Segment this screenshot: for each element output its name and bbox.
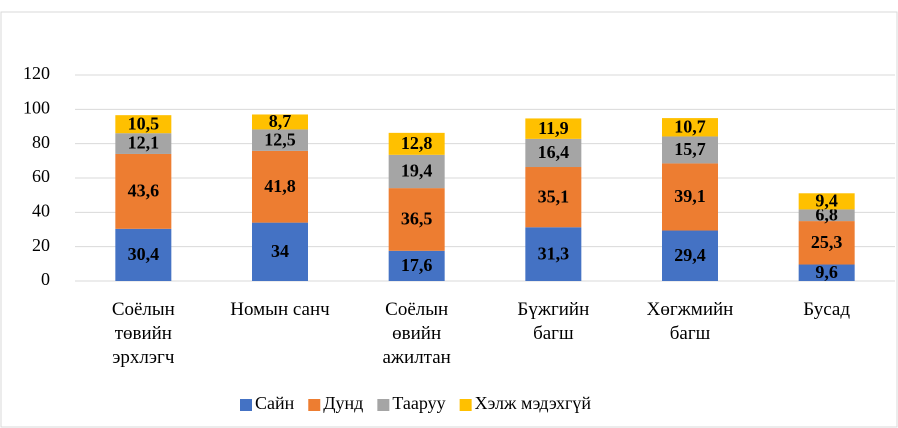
data-label: 8,7 [269, 111, 292, 131]
data-label: 34 [271, 241, 289, 261]
data-label: 41,8 [264, 176, 296, 196]
y-tick-label: 80 [32, 132, 50, 152]
data-label: 36,5 [401, 209, 433, 229]
bar-segment [252, 129, 308, 151]
x-tick-label: Номын санч [230, 299, 330, 320]
data-label: 10,5 [128, 113, 160, 133]
bar-segment [662, 118, 718, 137]
bar-segment [388, 188, 445, 251]
bar-segment [252, 222, 308, 281]
data-label: 30,4 [128, 244, 160, 264]
legend-label: Сайн [255, 393, 295, 413]
data-label: 12,1 [128, 133, 160, 153]
y-tick-label: 0 [41, 269, 50, 289]
bar-segment [798, 221, 855, 265]
y-tick-label: 100 [23, 97, 50, 117]
bar-segment [662, 230, 718, 281]
y-tick-label: 120 [23, 63, 50, 83]
bar-segment [388, 132, 445, 155]
legend-swatch [240, 399, 252, 411]
bar-segment [115, 228, 172, 281]
bar-segment [525, 167, 582, 228]
bar-segment [798, 209, 855, 222]
bar-segment [798, 264, 855, 281]
data-label: 12,5 [264, 129, 296, 149]
bar-segment [115, 153, 172, 229]
data-label: 16,4 [538, 142, 570, 162]
data-label: 15,7 [674, 139, 706, 159]
data-label: 9,4 [815, 190, 838, 210]
legend-label: Хэлж мэдэхгүй [475, 393, 592, 413]
legend-swatch [377, 399, 390, 411]
data-label: 43,6 [128, 181, 160, 201]
bar-segment [115, 133, 172, 154]
data-label: 19,4 [401, 161, 433, 181]
bar-segment [525, 138, 582, 168]
data-label: 29,4 [674, 245, 706, 265]
bar-segment [798, 193, 855, 210]
data-label: 12,8 [401, 133, 433, 153]
bar-segment [252, 150, 308, 223]
bar-segment [525, 118, 582, 139]
y-tick-label: 20 [32, 235, 50, 255]
bar-segment [525, 227, 582, 281]
legend-label: Дунд [323, 393, 363, 413]
data-label: 25,3 [811, 232, 843, 252]
bar-segment [388, 154, 445, 189]
data-label: 10,7 [674, 116, 706, 136]
y-tick-label: 40 [32, 200, 50, 220]
data-label: 11,9 [538, 118, 569, 138]
bar-segment [388, 250, 445, 281]
chart-border [0, 11, 898, 428]
data-label: 35,1 [538, 186, 570, 206]
data-label: 17,6 [401, 255, 433, 275]
legend-swatch [308, 399, 321, 411]
bar-segment [252, 114, 308, 130]
bar-segment [662, 163, 718, 231]
x-tick-label: Хөгжмийн багш [646, 299, 734, 344]
data-label: 31,3 [538, 243, 570, 263]
x-tick-label: Бусад [803, 299, 850, 320]
x-tick-label: Соёлын өвийн ажилтан [382, 299, 451, 368]
legend-label: Тааруу [392, 393, 445, 413]
data-label: 39,1 [674, 186, 706, 206]
bar-segment [662, 136, 718, 164]
data-label: 9,6 [815, 262, 838, 282]
bar-segment [115, 115, 172, 134]
x-tick-label: Бүжгийн багш [517, 299, 590, 344]
y-tick-label: 60 [32, 166, 50, 186]
legend-swatch [459, 399, 472, 411]
x-tick-label: Соёлын төвийн эрхлэгч [111, 299, 175, 368]
